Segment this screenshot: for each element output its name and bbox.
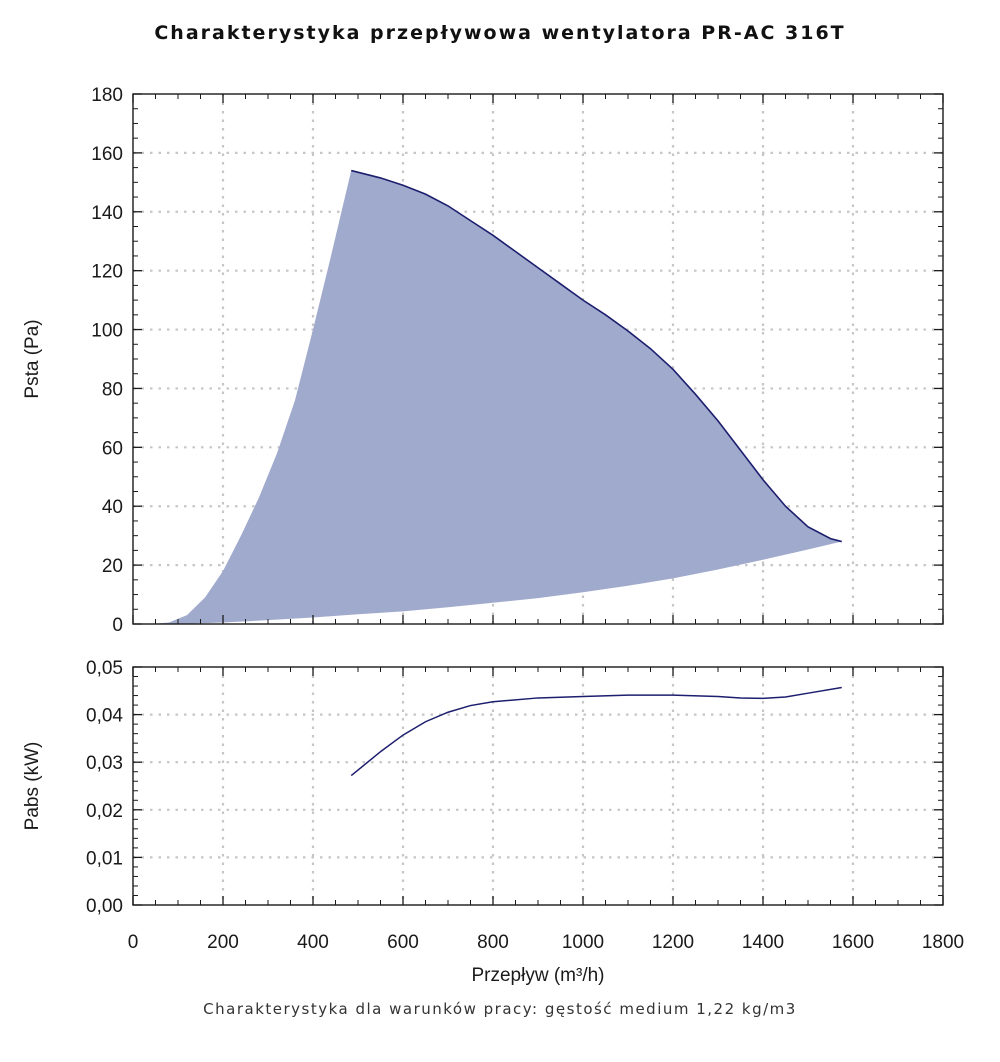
x-tick-label: 1800 — [922, 932, 964, 953]
operating-area — [133, 170, 842, 625]
max-pressure-curve — [351, 169, 842, 543]
y-tick-label: 120 — [91, 262, 123, 283]
y-axis-label: Psta (Pa) — [22, 319, 43, 398]
y-tick-label: 0,00 — [86, 896, 123, 917]
x-axis-label: Przepływ (m³/h) — [471, 965, 604, 986]
chart-title: Charakterystyka przepływowa wentylatora … — [154, 22, 846, 44]
y-tick-label: 40 — [102, 497, 123, 518]
y-axis-label: Pabs (kW) — [22, 742, 43, 831]
x-tick-label: 600 — [387, 932, 419, 953]
y-tick-label: 20 — [102, 556, 123, 577]
y-tick-label: 0,01 — [86, 848, 123, 869]
conditions-footnote: Charakterystyka dla warunków pracy: gęst… — [203, 1000, 797, 1018]
y-tick-label: 100 — [91, 321, 123, 342]
y-tick-label: 140 — [91, 203, 123, 224]
x-tick-label: 1600 — [832, 932, 874, 953]
y-tick-label: 0 — [112, 615, 123, 636]
x-tick-label: 400 — [297, 932, 329, 953]
power-curve — [350, 686, 842, 777]
x-tick-label: 1400 — [742, 932, 784, 953]
y-tick-label: 80 — [102, 379, 123, 400]
power-panel: 0,00 0,01 0,02 0,03 0,04 0,05 0 200 400 600 800 100… — [22, 658, 964, 986]
y-tick-label: 0,05 — [86, 658, 123, 679]
y-tick-label: 180 — [91, 85, 123, 106]
y-tick-label: 160 — [91, 144, 123, 165]
x-tick-label: 800 — [477, 932, 509, 953]
y-tick-label: 0,02 — [86, 801, 123, 822]
y-tick-label: 60 — [102, 438, 123, 459]
x-tick-label: 1200 — [652, 932, 694, 953]
y-tick-label: 0,03 — [86, 753, 123, 774]
plot-area — [133, 667, 943, 905]
x-tick-label: 200 — [207, 932, 239, 953]
x-tick-label: 0 — [128, 932, 139, 953]
pressure-panel: 0 20 40 60 80 100 120 140 160 180 Psta (Pa) — [22, 85, 944, 636]
y-tick-label: 0,04 — [86, 706, 123, 727]
x-tick-label: 1000 — [562, 932, 604, 953]
